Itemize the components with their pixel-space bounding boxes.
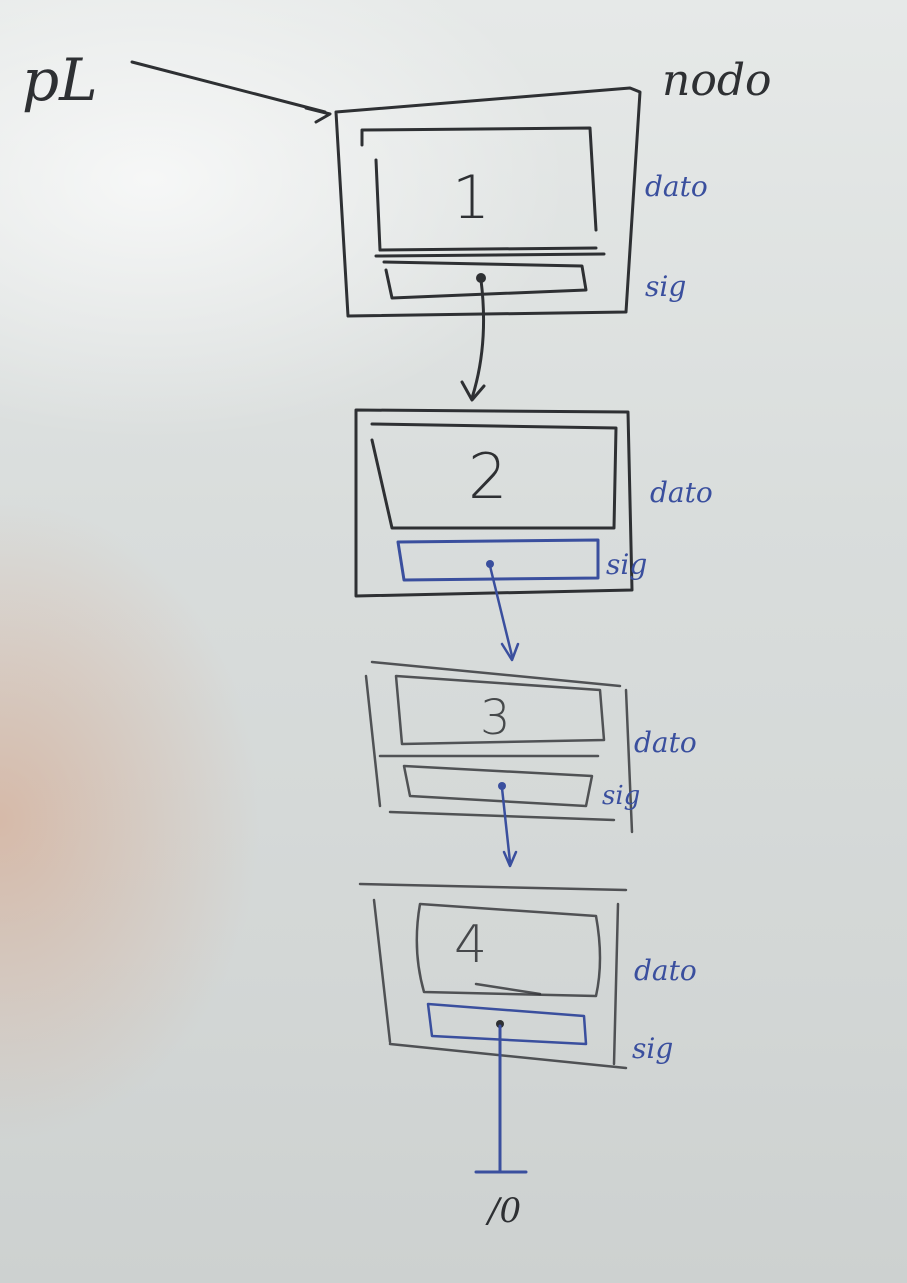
node-3-link-arrowhead	[502, 850, 518, 868]
node-3-data-box	[394, 674, 606, 746]
node-4-data-underline	[474, 982, 542, 996]
node-2-link-arrowhead	[500, 642, 520, 662]
node-4-value: 4	[454, 915, 487, 975]
node-2-next-box	[396, 538, 600, 582]
node-4-outer-box	[358, 882, 628, 1070]
node-1-next-box	[374, 252, 606, 300]
node-3-outer-box	[364, 660, 634, 834]
node-2-next-label: sig	[606, 548, 647, 581]
node-1: 1 dato sig	[334, 86, 708, 402]
node-3-value: 3	[480, 690, 511, 746]
node-4-next-box	[426, 1002, 588, 1046]
node-1-next-label: sig	[645, 270, 686, 303]
node-1-pointer-dot	[476, 273, 486, 283]
node-1-outer-box	[334, 86, 642, 318]
node-2-value: 2	[468, 440, 507, 513]
node-3-pointer-dot	[498, 782, 506, 790]
pointer-arrowhead	[304, 106, 332, 124]
node-3-data-label: dato	[634, 726, 697, 759]
node-3-next-label: sig	[602, 781, 640, 811]
node-1-link-arrowhead	[460, 380, 486, 402]
node-3-next-box	[378, 754, 600, 808]
node-1-data-label: dato	[645, 170, 708, 203]
node-4-pointer-dot	[496, 1020, 504, 1028]
node-2-data-box	[370, 422, 618, 530]
node-2-pointer-dot	[486, 560, 494, 568]
terminator-label: /0	[485, 1191, 521, 1231]
node-4-data-label: dato	[634, 954, 697, 987]
node-2-outer-box	[354, 408, 634, 598]
node-1-value: 1	[452, 163, 490, 233]
node-2: 2 dato sig	[354, 408, 713, 662]
node-4-data-box	[415, 902, 602, 998]
node-4: 4 dato sig	[358, 882, 697, 1174]
node-label: nodo	[662, 55, 771, 106]
node-2-link-arrow	[488, 564, 514, 658]
pointer-arrow	[130, 60, 327, 114]
node-4-next-label: sig	[632, 1032, 673, 1065]
node-3: 3 dato sig	[364, 660, 697, 868]
pointer-label: pL	[22, 46, 98, 114]
node-3-link-arrow	[500, 786, 512, 864]
node-2-data-label: dato	[650, 476, 713, 509]
node-1-link-arrow	[470, 278, 486, 400]
node-1-data-box	[360, 126, 598, 252]
